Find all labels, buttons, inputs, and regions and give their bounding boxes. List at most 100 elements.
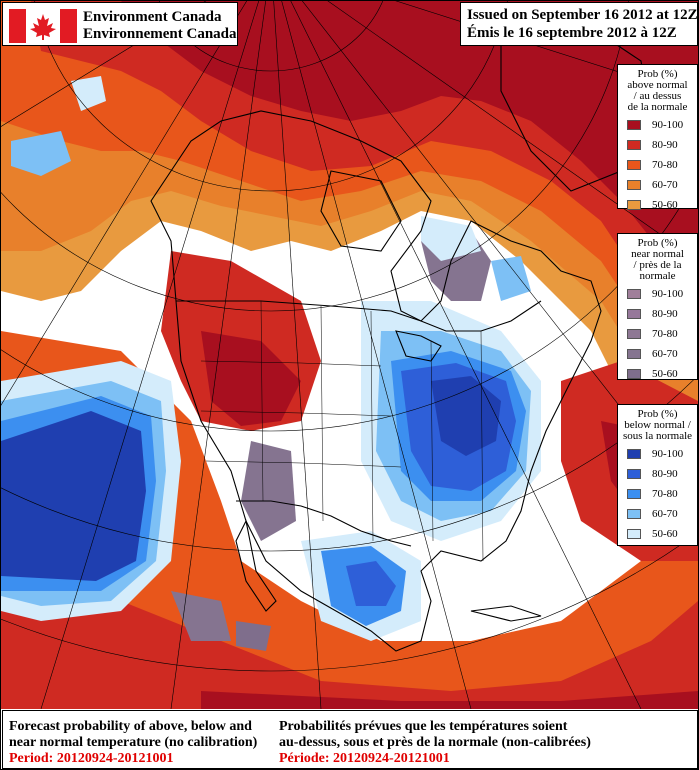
legend-row: 90-100 <box>618 284 697 304</box>
legend-range-label: 70-80 <box>652 328 678 340</box>
near-baja <box>171 591 231 641</box>
legend-swatch <box>627 449 641 459</box>
legend-row: 90-100 <box>618 115 697 135</box>
legend-range-label: 60-70 <box>652 348 678 360</box>
legend-swatch <box>627 140 641 150</box>
legend-swatch <box>627 509 641 519</box>
legend-title-line: above normal <box>627 79 688 91</box>
legend-swatch <box>627 120 641 130</box>
legend-swatch <box>627 329 641 339</box>
legend-title-line: de la normale <box>627 101 688 113</box>
legend-row: 70-80 <box>618 324 697 344</box>
canada-flag-icon <box>9 9 77 43</box>
legend-row: 90-100 <box>618 444 697 464</box>
cuba <box>470 605 542 622</box>
legend-row: 60-70 <box>618 504 697 524</box>
caption-fr-line: Probabilités prévues que les température… <box>279 719 568 734</box>
legend-title-line: / au dessus <box>633 90 682 102</box>
legend-above-normal: Prob (%) above normal / au dessus de la … <box>617 64 698 211</box>
legend-range-label: 50-60 <box>652 199 678 211</box>
below-hudson-light <box>421 216 481 261</box>
caption-en-period: Period: 20120924-20121001 <box>9 751 174 766</box>
legend-swatch <box>627 200 641 210</box>
near-southwest <box>241 441 296 541</box>
legend-title-line: sous la normale <box>622 430 693 442</box>
branding-box: Environment Canada Environnement Canada <box>2 2 238 46</box>
legend-row: 50-60 <box>618 524 697 544</box>
caption-fr: Probabilités prévues que les température… <box>279 719 591 767</box>
caption-box: Forecast probability of above, below and… <box>2 710 698 769</box>
legend-swatch <box>627 489 641 499</box>
legend-row: 60-70 <box>618 344 697 364</box>
legend-range-label: 80-90 <box>652 139 678 151</box>
great-lakes <box>395 330 442 362</box>
legend-range-label: 90-100 <box>652 288 684 300</box>
state-lines <box>200 300 484 562</box>
agency-name-en: Environment Canada <box>83 9 222 25</box>
probability-map <box>1 1 698 709</box>
issued-box: Issued on September 16 2012 at 12Z Émis … <box>460 2 698 46</box>
above-pacific-core <box>1 561 698 709</box>
baja <box>235 519 277 612</box>
legend-above-title: Prob (%) above normal / au dessus de la … <box>618 65 697 115</box>
legend-title-line: normale <box>639 270 676 282</box>
legend-near-title: Prob (%) near normal / près de la normal… <box>618 234 697 284</box>
below-northwest-coast <box>11 131 71 176</box>
caption-en-line: near normal temperature (no calibration) <box>9 735 258 750</box>
legend-row: 70-80 <box>618 155 697 175</box>
legend-range-label: 50-60 <box>652 368 678 380</box>
legend-below-title: Prob (%) below normal / sous la normale <box>618 405 697 444</box>
agency-name-fr: Environnement Canada <box>83 26 237 42</box>
legend-swatch <box>627 160 641 170</box>
legend-range-label: 50-60 <box>652 528 678 540</box>
below-labrador <box>491 256 531 301</box>
legend-swatch <box>627 529 641 539</box>
legend-row: 80-90 <box>618 304 697 324</box>
above-pacific-deep <box>201 691 698 709</box>
legend-row: 50-60 <box>618 364 697 384</box>
legend-range-label: 60-70 <box>652 179 678 191</box>
caption-en-line: Forecast probability of above, below and <box>9 719 252 734</box>
legend-range-label: 70-80 <box>652 488 678 500</box>
legend-range-label: 80-90 <box>652 308 678 320</box>
below-northwest-coast-2 <box>71 76 106 111</box>
legend-below-normal: Prob (%) below normal / sous la normale … <box>617 404 698 546</box>
below-normal-fields <box>1 76 541 641</box>
legend-swatch <box>627 349 641 359</box>
issued-en: Issued on September 16 2012 at 12Z <box>467 7 698 23</box>
caption-en: Forecast probability of above, below and… <box>9 719 257 767</box>
legend-range-label: 90-100 <box>652 119 684 131</box>
legend-row: 80-90 <box>618 464 697 484</box>
legend-range-label: 70-80 <box>652 159 678 171</box>
legend-range-label: 90-100 <box>652 448 684 460</box>
legend-swatch <box>627 180 641 190</box>
north-america-outline <box>150 110 602 652</box>
near-central-mexico <box>236 621 271 651</box>
legend-title-line: / près de la <box>633 259 682 271</box>
below-east-90 <box>431 376 501 456</box>
legend-title-line: below normal / <box>624 419 691 431</box>
legend-title-line: Prob (%) <box>637 237 678 249</box>
above-west-core <box>201 331 301 426</box>
legend-row: 60-70 <box>618 175 697 195</box>
legend-title-line: near normal <box>631 248 684 260</box>
legend-range-label: 80-90 <box>652 468 678 480</box>
legend-swatch <box>627 289 641 299</box>
below-pacific-90 <box>1 411 146 581</box>
legend-title-line: Prob (%) <box>637 68 678 80</box>
issued-fr: Émis le 16 septembre 2012 à 12Z <box>467 25 677 41</box>
legend-row: 80-90 <box>618 135 697 155</box>
caption-fr-period: Période: 20120924-20121001 <box>279 751 450 766</box>
legend-row: 70-80 <box>618 484 697 504</box>
coastlines <box>150 20 652 652</box>
legend-range-label: 60-70 <box>652 508 678 520</box>
legend-swatch <box>627 469 641 479</box>
legend-near-normal: Prob (%) near normal / près de la normal… <box>617 233 698 380</box>
hudson-bay <box>320 170 402 252</box>
legend-row: 50-60 <box>618 195 697 215</box>
below-mexico-90 <box>346 561 396 606</box>
canada-us-border <box>176 300 542 332</box>
legend-swatch <box>627 369 641 379</box>
legend-title-line: Prob (%) <box>637 408 678 420</box>
legend-swatch <box>627 309 641 319</box>
